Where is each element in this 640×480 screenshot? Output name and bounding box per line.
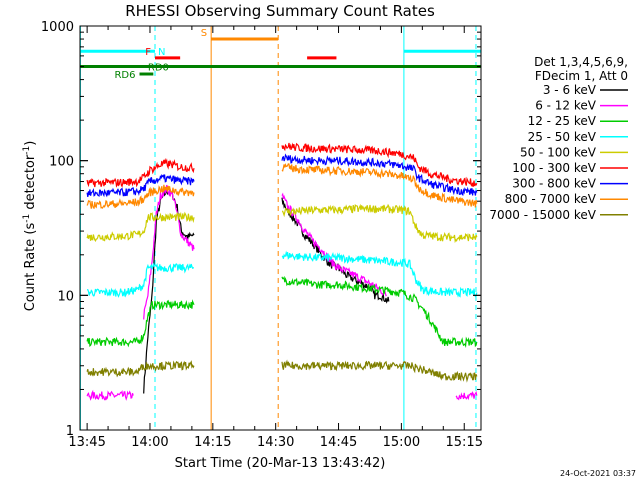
x-tick-label: 14:30 [257, 435, 294, 450]
series-line [281, 192, 387, 297]
series-line [86, 184, 195, 209]
series-line [143, 184, 195, 320]
flag-label: N [158, 47, 165, 58]
series-7 [86, 163, 478, 209]
series-line [455, 390, 478, 401]
legend-label: 25 - 50 keV [528, 130, 597, 144]
flag-bar: RD0 [80, 63, 481, 74]
y-tick-label: 10 [57, 289, 74, 304]
series-line [86, 360, 195, 378]
legend: Det 1,3,4,5,6,9,FDecim 1, Att 03 - 6 keV… [489, 55, 628, 222]
series-2 [86, 275, 478, 349]
flag-label: S [201, 28, 207, 39]
series-line [87, 262, 194, 298]
series-5 [86, 142, 478, 188]
series-line [281, 250, 478, 298]
legend-label: 800 - 7000 keV [505, 192, 597, 206]
legend-label: 3 - 6 keV [543, 83, 597, 97]
series-1 [86, 184, 478, 401]
series-3 [87, 250, 478, 298]
legend-header: Det 1,3,4,5,6,9, [534, 55, 628, 69]
series-6 [86, 153, 478, 198]
series-line [86, 299, 195, 348]
x-tick-label: 13:45 [68, 435, 105, 450]
series-line [86, 389, 134, 401]
x-tick-label: 14:45 [320, 435, 357, 450]
series-line [281, 275, 478, 349]
flag-label: RD6 [114, 70, 135, 81]
y-tick-label: 100 [49, 155, 74, 170]
series-line [281, 153, 478, 196]
series-8 [86, 359, 478, 383]
legend-label: 6 - 12 keV [535, 99, 597, 113]
legend-label: 100 - 300 keV [512, 161, 596, 175]
series-4 [86, 203, 478, 244]
flag-label: RD0 [148, 63, 169, 74]
y-axis-label: Count Rate (s-1 detector-1) [22, 141, 38, 312]
y-tick-label: 1000 [41, 20, 74, 35]
x-tick-label: 14:15 [194, 435, 231, 450]
axes: 13:45 14:00 14:15 14:30 14:45 15:00 15:15 1 10 10… [41, 20, 483, 450]
series-line [86, 211, 195, 243]
series-line [86, 174, 195, 198]
legend-header: FDecim 1, Att 0 [535, 69, 628, 83]
flag-bar: S [201, 28, 279, 41]
flag-bars: N S F RD0 RD6 [80, 28, 481, 81]
legend-label: 300 - 800 keV [512, 177, 596, 191]
legend-label: 50 - 100 keV [520, 145, 597, 159]
legend-label: 12 - 25 keV [528, 114, 597, 128]
x-tick-label: 15:00 [383, 435, 420, 450]
series-line [281, 142, 478, 188]
y-tick-label: 1 [66, 424, 74, 439]
flag-label: F [145, 47, 151, 58]
series-line [281, 203, 478, 244]
series-line [86, 157, 195, 188]
chart-title: RHESSI Observing Summary Count Rates [125, 2, 435, 20]
legend-label: 7000 - 15000 keV [489, 208, 596, 222]
flag-bar: N [80, 47, 165, 58]
timestamp: 24-Oct-2021 03:37 [560, 469, 636, 478]
plot-area [80, 26, 478, 430]
series-line [281, 359, 478, 383]
x-tick-label: 14:00 [131, 435, 168, 450]
plot-frame [79, 25, 482, 431]
flag-bar: RD6 [114, 70, 154, 81]
x-axis-label: Start Time (20-Mar-13 13:43:42) [175, 456, 386, 471]
flag-bar: F [145, 47, 181, 60]
series-line [281, 163, 478, 208]
x-tick-label: 15:15 [446, 435, 483, 450]
